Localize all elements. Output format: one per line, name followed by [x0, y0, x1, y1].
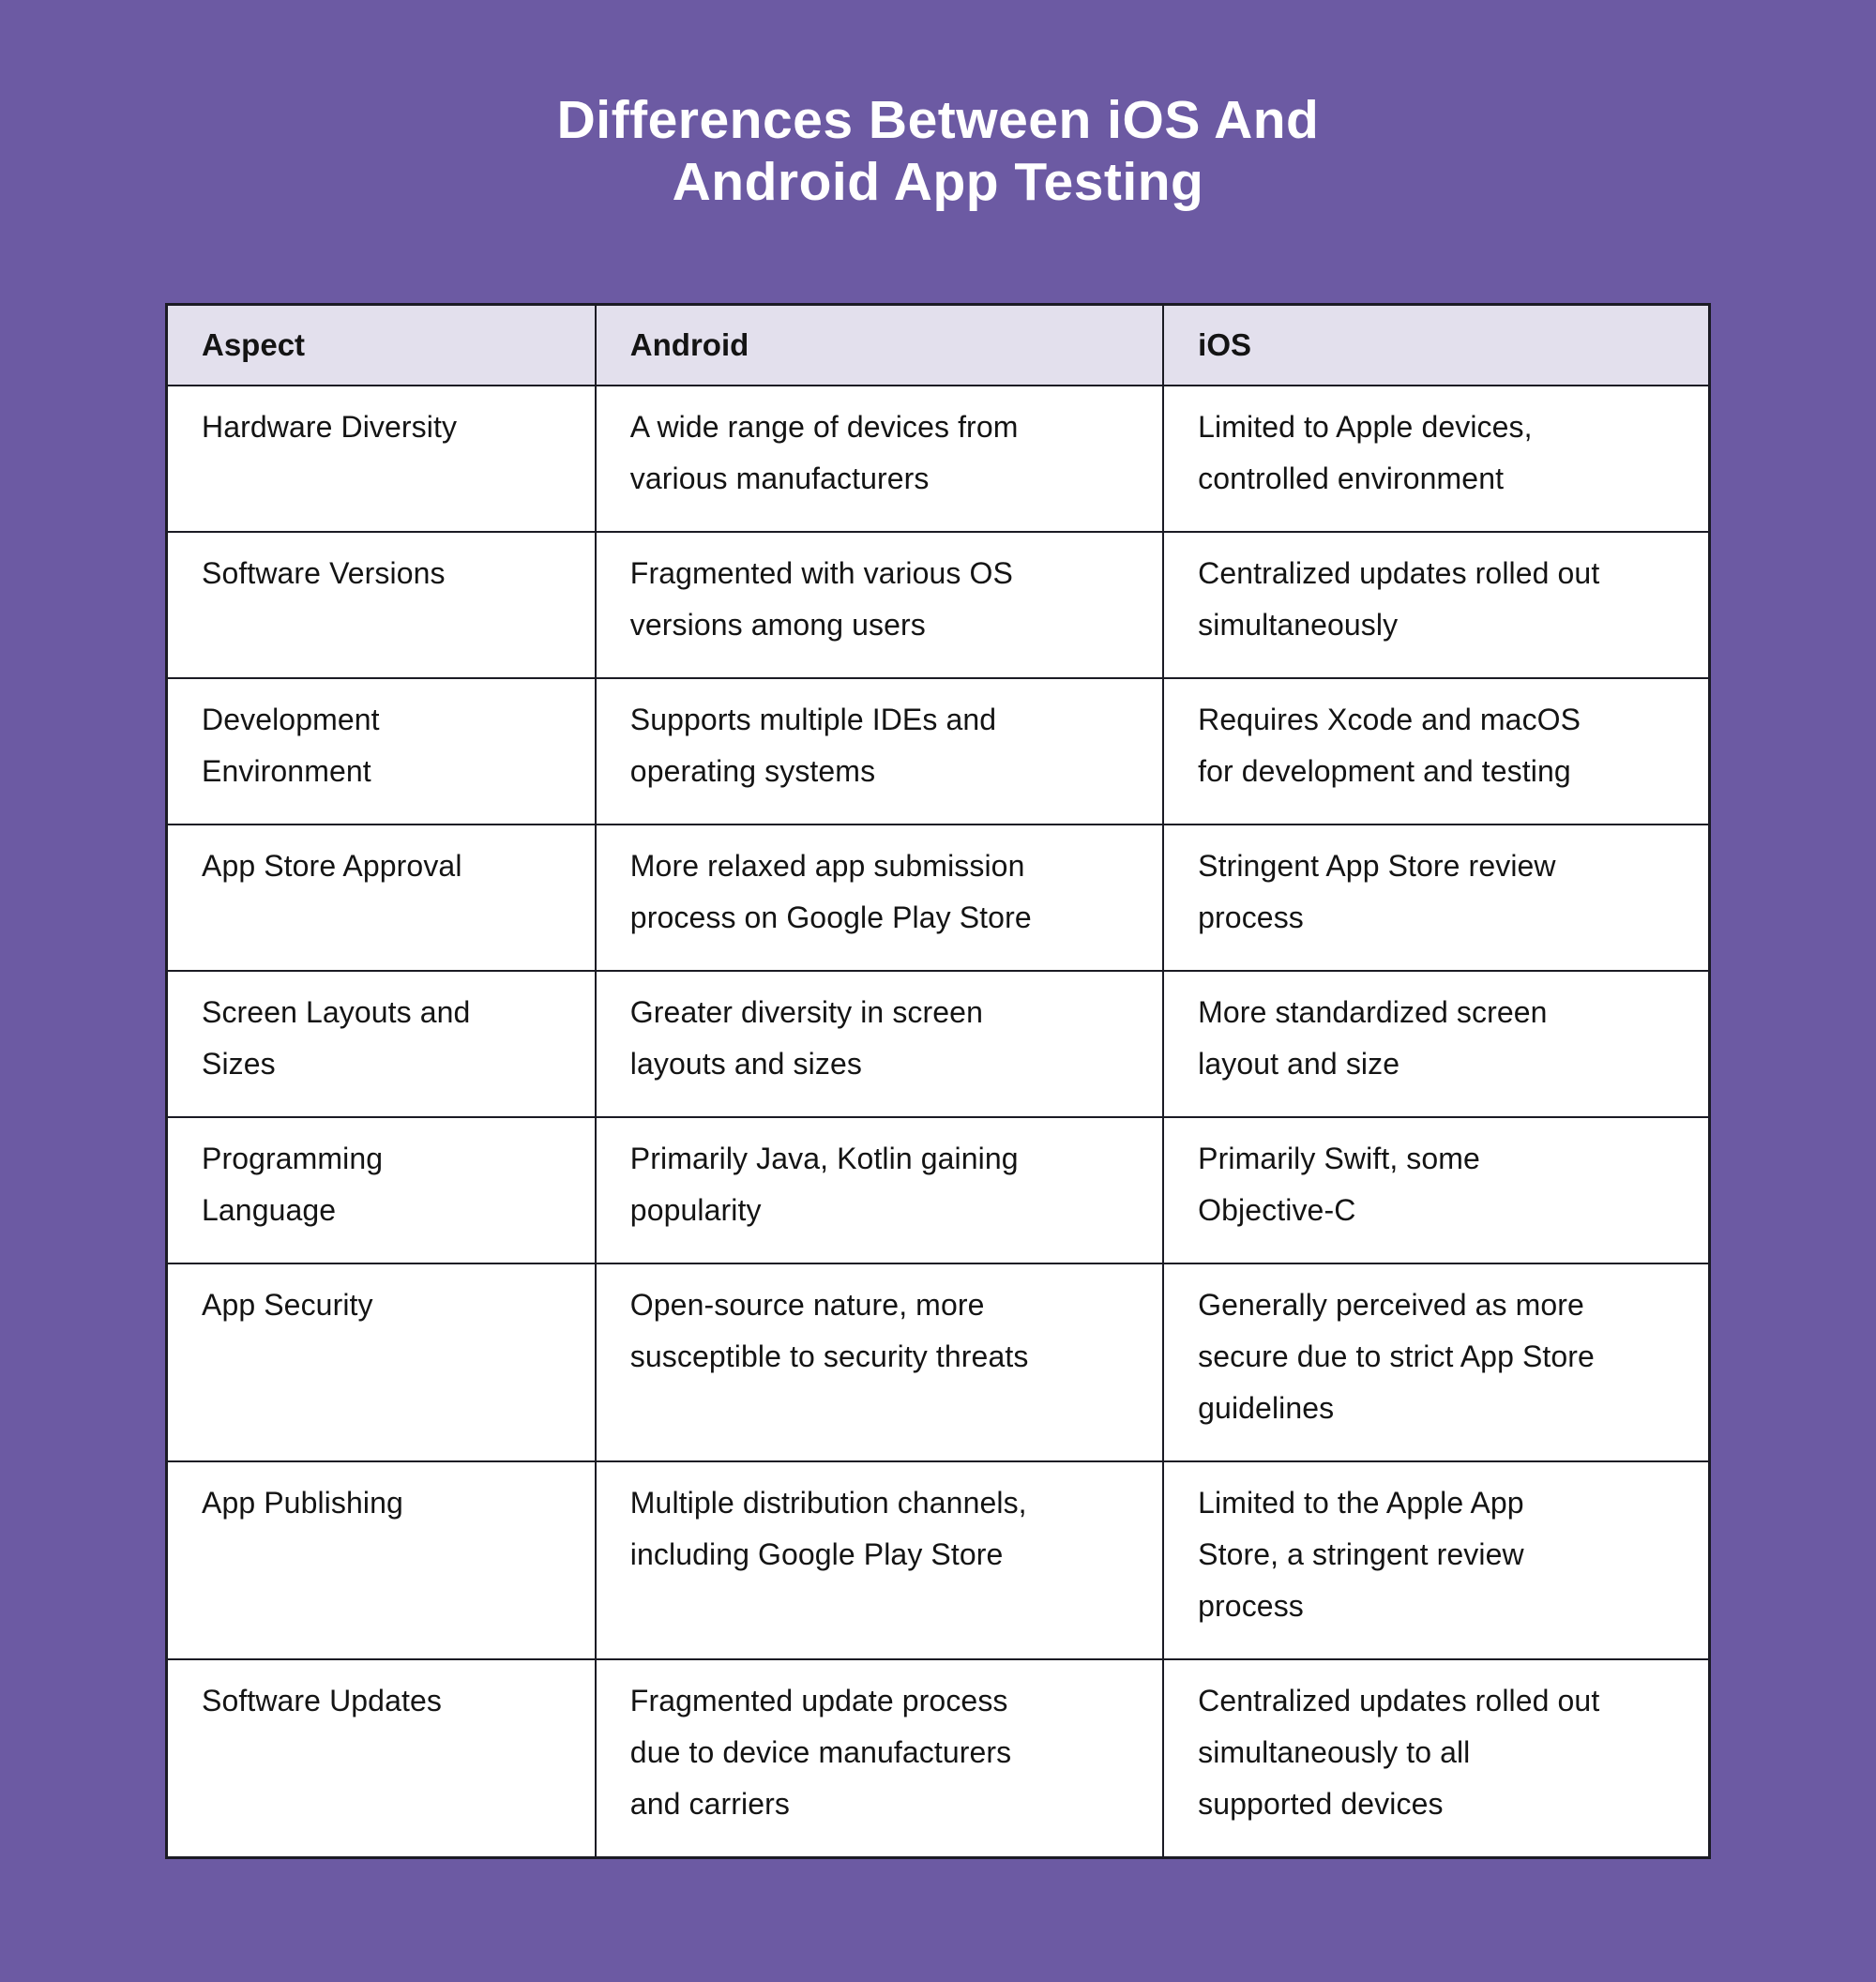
- cell-aspect: Programming Language: [165, 1116, 597, 1264]
- column-header-aspect: Aspect: [165, 303, 597, 386]
- cell-android: Fragmented update process due to device …: [594, 1658, 1165, 1859]
- cell-ios: Primarily Swift, some Objective-C: [1162, 1116, 1711, 1264]
- column-header-android: Android: [594, 303, 1165, 386]
- cell-aspect: Software Updates: [165, 1658, 597, 1859]
- cell-aspect: Software Versions: [165, 531, 597, 679]
- table-row: Development Environment Supports multipl…: [165, 677, 1711, 825]
- cell-aspect: App Store Approval: [165, 824, 597, 972]
- table-row: App Publishing Multiple distribution cha…: [165, 1460, 1711, 1660]
- table-row: Programming Language Primarily Java, Kot…: [165, 1116, 1711, 1264]
- cell-aspect: Development Environment: [165, 677, 597, 825]
- cell-android: Open-source nature, more susceptible to …: [594, 1263, 1165, 1462]
- table-header-row: Aspect Android iOS: [165, 303, 1711, 386]
- cell-ios: Limited to Apple devices, controlled env…: [1162, 385, 1711, 533]
- table-row: App Store Approval More relaxed app subm…: [165, 824, 1711, 972]
- table-row: Screen Layouts and Sizes Greater diversi…: [165, 970, 1711, 1118]
- cell-ios: Centralized updates rolled out simultane…: [1162, 531, 1711, 679]
- page-title: Differences Between iOS And Android App T…: [0, 89, 1876, 213]
- cell-aspect: App Security: [165, 1263, 597, 1462]
- cell-ios: Stringent App Store review process: [1162, 824, 1711, 972]
- cell-android: More relaxed app submission process on G…: [594, 824, 1165, 972]
- comparison-table: Aspect Android iOS Hardware Diversity A …: [165, 303, 1711, 1859]
- table-row: Software Updates Fragmented update proce…: [165, 1658, 1711, 1859]
- cell-android: Multiple distribution channels, includin…: [594, 1460, 1165, 1660]
- column-header-ios: iOS: [1162, 303, 1711, 386]
- table-row: Software Versions Fragmented with variou…: [165, 531, 1711, 679]
- cell-ios: Generally perceived as more secure due t…: [1162, 1263, 1711, 1462]
- cell-aspect: App Publishing: [165, 1460, 597, 1660]
- table-row: App Security Open-source nature, more su…: [165, 1263, 1711, 1462]
- cell-aspect: Hardware Diversity: [165, 385, 597, 533]
- cell-android: Greater diversity in screen layouts and …: [594, 970, 1165, 1118]
- cell-ios: More standardized screen layout and size: [1162, 970, 1711, 1118]
- cell-ios: Requires Xcode and macOS for development…: [1162, 677, 1711, 825]
- cell-ios: Centralized updates rolled out simultane…: [1162, 1658, 1711, 1859]
- cell-ios: Limited to the Apple App Store, a string…: [1162, 1460, 1711, 1660]
- cell-android: Primarily Java, Kotlin gaining popularit…: [594, 1116, 1165, 1264]
- cell-android: Supports multiple IDEs and operating sys…: [594, 677, 1165, 825]
- table-row: Hardware Diversity A wide range of devic…: [165, 385, 1711, 533]
- page-title-line1: Differences Between iOS And: [556, 90, 1320, 150]
- page-title-line2: Android App Testing: [672, 152, 1204, 212]
- cell-android: Fragmented with various OS versions amon…: [594, 531, 1165, 679]
- cell-aspect: Screen Layouts and Sizes: [165, 970, 597, 1118]
- cell-android: A wide range of devices from various man…: [594, 385, 1165, 533]
